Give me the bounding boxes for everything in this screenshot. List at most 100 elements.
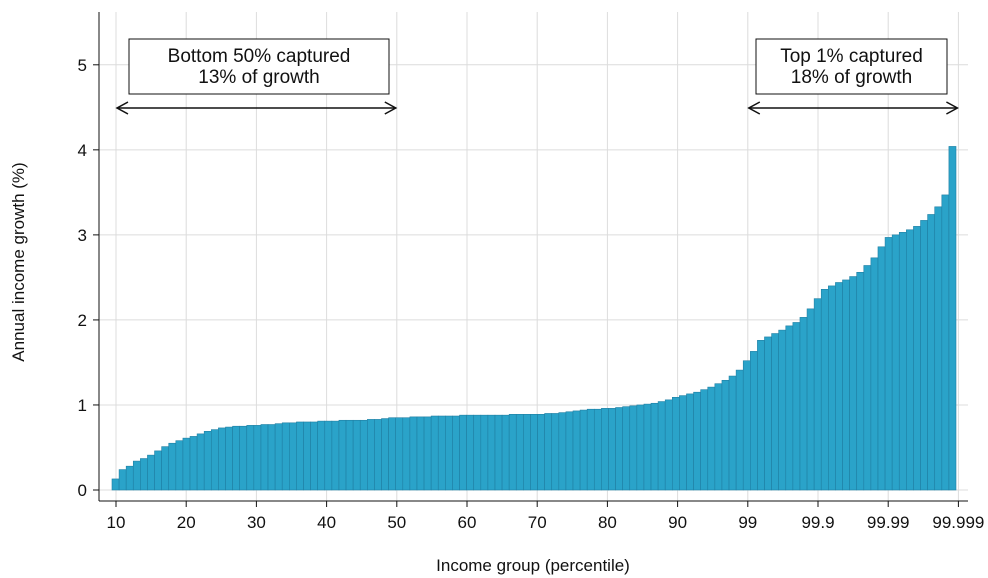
x-tick-label: 70 bbox=[528, 513, 547, 532]
bar bbox=[643, 403, 652, 491]
bar bbox=[884, 237, 893, 491]
bar bbox=[289, 422, 297, 491]
bar bbox=[778, 329, 787, 491]
bar bbox=[501, 414, 510, 491]
bar bbox=[459, 414, 467, 491]
axes bbox=[98, 12, 968, 502]
bar bbox=[750, 351, 758, 491]
x-tick-label: 20 bbox=[177, 513, 196, 532]
bar bbox=[147, 454, 155, 491]
bar bbox=[494, 414, 503, 491]
bar bbox=[232, 425, 240, 491]
x-tick-label: 40 bbox=[317, 513, 336, 532]
bar bbox=[225, 426, 233, 491]
bar bbox=[480, 414, 489, 491]
bar bbox=[253, 425, 262, 491]
bar bbox=[572, 410, 581, 491]
bar bbox=[636, 404, 645, 491]
bar bbox=[686, 393, 694, 491]
bar bbox=[863, 265, 872, 491]
x-tick-label: 99 bbox=[738, 513, 757, 532]
bar bbox=[792, 322, 801, 491]
bar bbox=[381, 418, 389, 491]
bar bbox=[941, 194, 950, 491]
bar bbox=[714, 383, 723, 491]
bar bbox=[260, 424, 269, 491]
bar bbox=[452, 415, 460, 491]
x-tick-label: 99.99 bbox=[867, 513, 910, 532]
bar bbox=[934, 206, 943, 491]
arrowhead-right bbox=[384, 101, 398, 115]
bar bbox=[246, 425, 255, 491]
bar bbox=[728, 375, 737, 491]
bar bbox=[118, 469, 127, 491]
bar bbox=[175, 440, 184, 491]
arrowhead-left bbox=[115, 101, 129, 115]
bar bbox=[473, 414, 482, 491]
bar bbox=[182, 437, 191, 491]
bar bbox=[140, 458, 148, 491]
bar bbox=[367, 419, 375, 491]
y-tick-label: 3 bbox=[78, 226, 87, 245]
bar bbox=[906, 229, 914, 491]
x-tick-label: 60 bbox=[458, 513, 477, 532]
annotation-box bbox=[128, 38, 390, 95]
bar-series bbox=[111, 146, 957, 491]
y-tick-label: 2 bbox=[78, 311, 87, 330]
bar bbox=[842, 279, 850, 491]
bar bbox=[891, 234, 900, 491]
bar bbox=[700, 389, 709, 491]
bar bbox=[870, 257, 879, 491]
bar bbox=[537, 414, 545, 491]
bar bbox=[813, 298, 822, 491]
bar bbox=[218, 427, 226, 491]
bar bbox=[650, 402, 659, 491]
bar bbox=[111, 478, 120, 491]
bar bbox=[132, 460, 141, 491]
arrowhead-left bbox=[747, 101, 761, 115]
bar bbox=[828, 285, 836, 491]
bar bbox=[820, 289, 829, 491]
bar bbox=[593, 408, 602, 491]
bar bbox=[196, 433, 205, 491]
bar bbox=[281, 422, 290, 491]
bar bbox=[359, 419, 368, 491]
bar bbox=[161, 446, 170, 491]
bar bbox=[430, 415, 439, 491]
bar bbox=[679, 395, 687, 491]
bar bbox=[735, 369, 744, 491]
bar bbox=[785, 325, 794, 491]
bar bbox=[856, 271, 865, 491]
y-axis-title: Annual income growth (%) bbox=[9, 162, 28, 361]
bar bbox=[721, 379, 730, 491]
annotation-text: 18% of growth bbox=[791, 67, 912, 88]
bar bbox=[771, 333, 779, 491]
bar bbox=[402, 417, 411, 491]
bar bbox=[664, 399, 673, 491]
bar bbox=[671, 397, 680, 491]
bar bbox=[877, 246, 886, 491]
bar bbox=[898, 232, 907, 491]
x-tick-label: 99.9 bbox=[801, 513, 834, 532]
bar bbox=[388, 417, 396, 491]
bar bbox=[296, 421, 304, 491]
bar bbox=[757, 340, 765, 491]
bar bbox=[324, 420, 333, 491]
bar bbox=[437, 415, 446, 491]
arrowhead-right bbox=[946, 101, 959, 115]
bar bbox=[558, 412, 567, 491]
x-tick-label: 99.999 bbox=[932, 513, 984, 532]
bar bbox=[515, 414, 524, 491]
bar bbox=[742, 360, 751, 491]
bar bbox=[551, 413, 560, 491]
bar bbox=[168, 442, 177, 491]
bar bbox=[210, 429, 219, 491]
bar bbox=[948, 146, 957, 491]
bar bbox=[125, 465, 134, 491]
bar bbox=[416, 416, 425, 491]
bar bbox=[586, 408, 595, 491]
bar bbox=[395, 417, 404, 491]
x-ticks: 10 20 30 40 50 60 70 80 90 99 99.9 99.99 99.999 bbox=[107, 501, 984, 532]
